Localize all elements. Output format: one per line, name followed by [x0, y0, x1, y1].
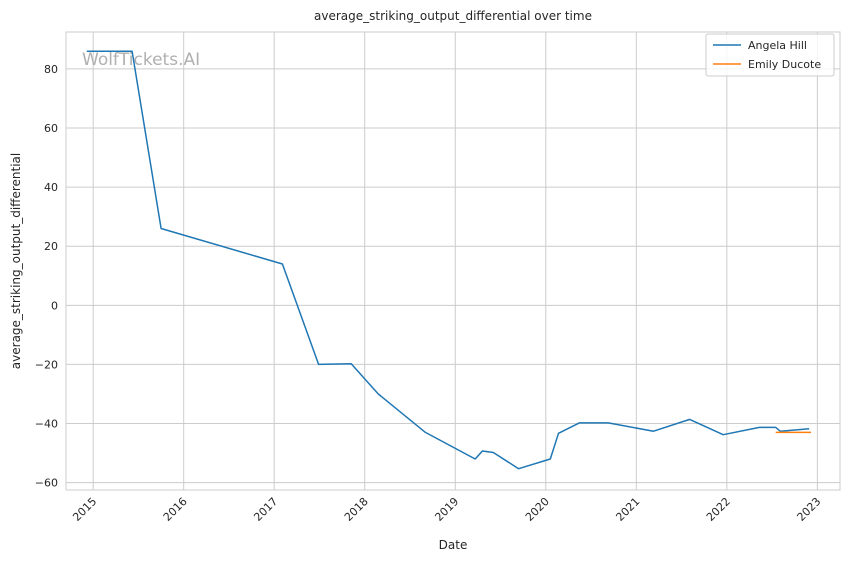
x-tick-label: 2017	[251, 495, 280, 524]
x-tick-label: 2015	[70, 495, 99, 524]
y-tick-label: 0	[51, 299, 58, 312]
x-tick-label: 2022	[704, 495, 733, 524]
chart-title: average_striking_output_differential ove…	[314, 9, 592, 23]
grid-lines	[66, 32, 840, 490]
y-tick-label: −20	[35, 358, 58, 371]
y-tick-label: 80	[44, 63, 58, 76]
watermark: WolfTickets.AI	[82, 50, 200, 70]
x-tick-label: 2023	[794, 495, 823, 524]
y-tick-label: −60	[35, 477, 58, 490]
x-tick-label: 2021	[613, 495, 642, 524]
plot-frame	[65, 31, 841, 491]
y-tick-labels: −60 −40 −20 0 20 40 60 80	[35, 63, 58, 490]
x-axis-label: Date	[439, 538, 468, 552]
legend-label-angela-hill: Angela Hill	[748, 39, 807, 52]
y-tick-label: −40	[35, 418, 58, 431]
x-tick-labels: 2015 2016 2017 2018 2019 2020 2021 2022 2023	[70, 495, 823, 524]
x-tick-label: 2018	[342, 495, 371, 524]
y-tick-label: 60	[44, 122, 58, 135]
y-tick-label: 40	[44, 181, 58, 194]
y-tick-label: 20	[44, 240, 58, 253]
legend: Angela Hill Emily Ducote	[705, 33, 835, 77]
series-line-angela-hill	[86, 50, 810, 470]
x-tick-label: 2016	[161, 495, 190, 524]
legend-label-emily-ducote: Emily Ducote	[748, 58, 821, 71]
series-lines	[86, 50, 811, 470]
y-axis-label: average_striking_output_differential	[9, 153, 23, 369]
x-tick-label: 2020	[523, 495, 552, 524]
x-tick-label: 2019	[432, 495, 461, 524]
